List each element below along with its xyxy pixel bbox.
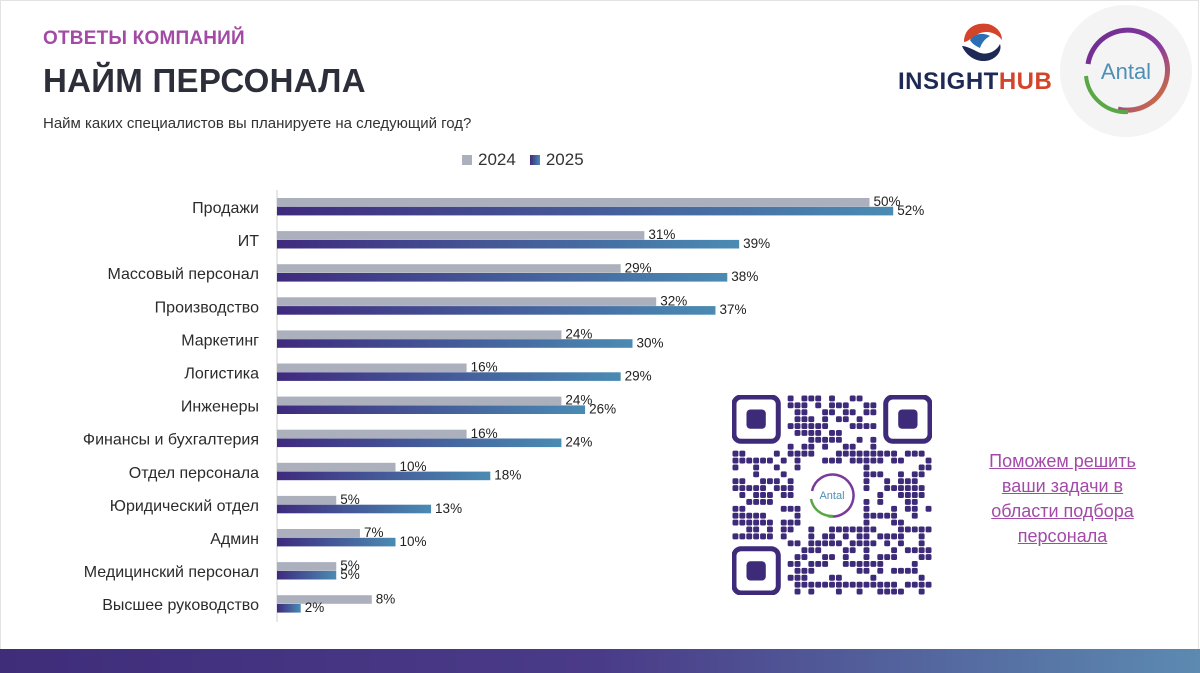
legend-label-2025: 2025 — [545, 150, 584, 169]
antal-logo: Antal — [1060, 5, 1192, 137]
legend-item-2024: 2024 — [462, 150, 516, 170]
legend-item-2025: 2025 — [529, 150, 584, 170]
qr-code[interactable]: Antal — [731, 394, 933, 596]
qr-center-label: Antal — [819, 490, 844, 502]
cta-link[interactable]: Поможем решить ваши задачи в области под… — [989, 451, 1136, 546]
insighthub-logo: INSIGHTHUB — [898, 20, 1068, 100]
chart-legend: 2024 2025 — [462, 150, 584, 170]
insighthub-wordmark: INSIGHTHUB — [898, 68, 1053, 95]
survey-question: Найм каких специалистов вы планируете на… — [43, 115, 472, 132]
legend-swatch-2025 — [529, 155, 540, 165]
legend-label-2024: 2024 — [478, 150, 516, 169]
section-label: ОТВЕТЫ КОМПАНИЙ — [43, 28, 245, 49]
insighthub-emblem-icon — [962, 23, 1002, 62]
legend-swatch-2024 — [462, 155, 472, 165]
bottom-band — [0, 649, 1200, 673]
page-title: НАЙМ ПЕРСОНАЛА — [43, 62, 366, 99]
svg-text:Antal: Antal — [1101, 59, 1151, 84]
